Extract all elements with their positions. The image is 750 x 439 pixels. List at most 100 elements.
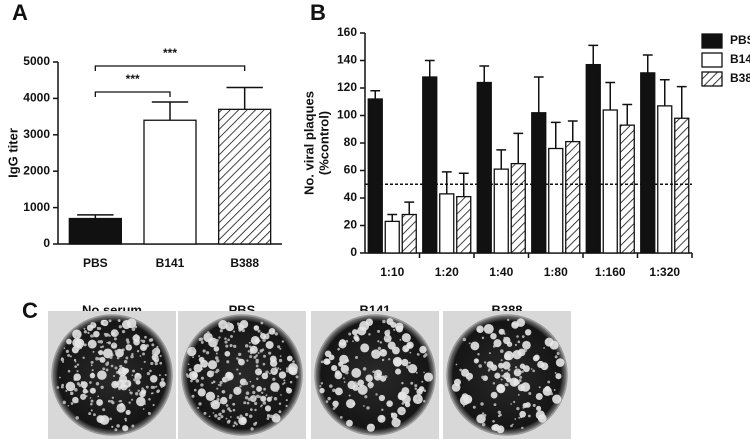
plaque xyxy=(238,416,247,426)
plaque xyxy=(519,375,523,379)
plaque xyxy=(90,321,94,326)
plaque xyxy=(339,416,343,419)
plaque xyxy=(117,406,121,410)
plaque-dish xyxy=(48,311,176,439)
plaque xyxy=(233,421,237,425)
plaque xyxy=(76,370,79,373)
plaque xyxy=(532,403,536,407)
plaque xyxy=(156,345,159,349)
plaque xyxy=(285,367,289,370)
y-tick-label: 100 xyxy=(337,108,357,122)
plaque xyxy=(260,395,267,402)
plaque xyxy=(128,401,131,404)
bar xyxy=(565,140,581,254)
plaque xyxy=(532,369,535,373)
plaque xyxy=(273,396,278,401)
plaque xyxy=(198,402,202,406)
plaque xyxy=(493,403,497,407)
plaque xyxy=(125,409,131,416)
error-bar xyxy=(479,65,490,83)
legend-label: B388 xyxy=(730,71,750,85)
plaque xyxy=(517,340,521,344)
plaque xyxy=(518,379,522,383)
plaque xyxy=(266,417,270,421)
plaque xyxy=(514,366,518,369)
plaque xyxy=(341,391,344,394)
plaque xyxy=(503,332,506,335)
plaque xyxy=(137,389,140,393)
plaque xyxy=(74,338,85,349)
plaque xyxy=(219,412,222,415)
plaque xyxy=(503,372,511,380)
x-tick-label: 1:10 xyxy=(380,265,404,279)
plaque xyxy=(74,365,78,369)
plaque xyxy=(382,319,386,324)
error-bar xyxy=(424,59,435,77)
plaque xyxy=(379,341,383,344)
plaque xyxy=(286,355,293,362)
plaque xyxy=(97,370,107,380)
plaque xyxy=(490,332,497,340)
plaque xyxy=(149,369,152,373)
plaque xyxy=(453,378,461,386)
error-bar xyxy=(642,54,653,73)
plaque xyxy=(121,330,126,334)
plaque xyxy=(111,396,114,399)
plaque xyxy=(256,386,263,392)
plaque xyxy=(208,415,211,418)
plaque xyxy=(139,390,146,398)
bar xyxy=(674,117,690,254)
plaque xyxy=(510,424,513,428)
plaque xyxy=(513,368,522,377)
plaque xyxy=(135,392,139,396)
plaque xyxy=(83,327,86,330)
plaque xyxy=(461,368,470,377)
plaque xyxy=(224,337,227,340)
plaque xyxy=(215,352,218,355)
plaque xyxy=(401,333,411,343)
plaque xyxy=(498,328,505,335)
plaque xyxy=(82,388,88,394)
error-bar xyxy=(567,120,578,142)
plaque xyxy=(260,321,264,325)
plaque xyxy=(131,327,136,332)
plaque xyxy=(283,381,286,384)
plaque xyxy=(90,409,93,412)
plaque xyxy=(225,322,234,332)
plaque xyxy=(83,343,87,347)
plaque xyxy=(514,418,517,420)
plaque xyxy=(274,366,277,369)
plaque xyxy=(472,405,476,409)
plaque xyxy=(255,421,258,424)
plaque xyxy=(158,374,161,377)
error-bar xyxy=(676,85,687,119)
plaque xyxy=(282,383,285,386)
legend-label: B141 xyxy=(730,52,750,66)
plaque xyxy=(151,349,156,353)
plaque xyxy=(244,412,249,417)
plaque xyxy=(519,410,526,418)
plaque xyxy=(355,355,359,359)
plaque xyxy=(478,364,482,368)
plaque xyxy=(255,354,258,357)
plaque xyxy=(406,343,412,349)
plaque xyxy=(252,390,256,395)
plaque xyxy=(210,399,220,410)
plaque xyxy=(351,329,359,336)
plaque xyxy=(131,424,135,428)
plaque xyxy=(508,343,511,346)
plaque xyxy=(266,396,272,402)
plaque xyxy=(125,382,129,386)
plaque xyxy=(516,318,526,327)
plaque xyxy=(207,360,218,370)
plaque xyxy=(338,340,347,349)
plaque xyxy=(66,338,72,345)
plaque xyxy=(89,397,92,399)
plaque xyxy=(232,424,236,428)
plaque xyxy=(89,381,92,384)
plaque xyxy=(89,372,96,379)
plaque xyxy=(93,330,100,338)
plaque xyxy=(212,380,216,384)
plaque xyxy=(148,338,153,342)
plaque xyxy=(490,391,498,399)
